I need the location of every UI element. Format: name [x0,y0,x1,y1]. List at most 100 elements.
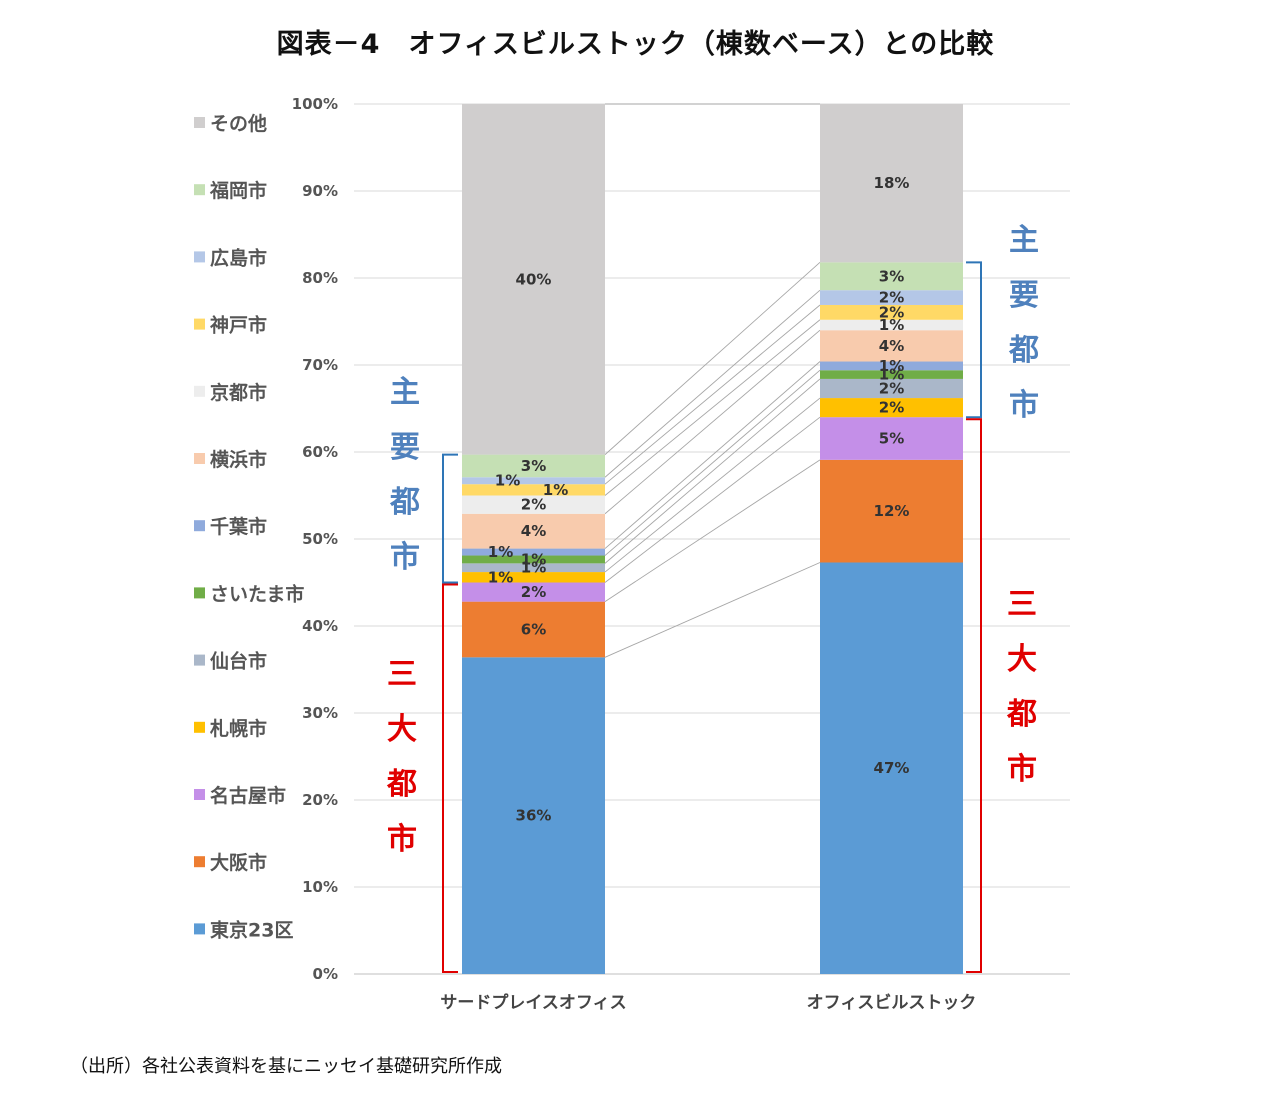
bar-segment [462,548,605,556]
legend-label: 京都市 [210,381,267,404]
y-axis-ticks: 0% 10% 20% 30% 40% 50% 60% 70% 80% 90% 100% [292,95,338,983]
data-label: 2% [521,583,546,601]
legend-label: 福岡市 [209,179,267,202]
major-cities-label: 主 [390,375,420,410]
legend-label: 東京23区 [210,918,293,941]
bars [462,104,963,974]
bar-segment [462,572,605,583]
legend-swatch [194,453,205,464]
data-label: 2% [879,289,904,307]
connector-line [604,304,821,485]
bar-segment [462,454,605,478]
data-label: 1% [495,472,520,490]
bar-segment [462,104,605,455]
data-label: 2% [879,399,904,417]
bar-segment [820,104,963,263]
data-label: 6% [521,620,546,638]
three-cities-label: 大 [1007,642,1037,677]
data-label: 1% [879,316,904,334]
bar-segment [462,513,605,549]
legend-label: その他 [210,112,267,135]
connector-lines [604,103,821,658]
x-axis-categories: サードプレイスオフィス オフィスビルストック [440,992,976,1013]
major-cities-label: 要 [390,430,420,465]
data-label: 4% [879,337,904,355]
legend-label: さいたま市 [210,582,304,605]
data-label: 2% [521,496,546,514]
data-label: 5% [879,430,904,448]
connector-line [604,459,821,603]
y-tick-label: 90% [302,182,338,200]
major-cities-bracket [966,261,982,419]
bar-segment [820,370,963,379]
data-label: 4% [521,522,546,540]
legend-label: 仙台市 [210,650,267,673]
bar-segment [820,290,963,305]
data-label: 1% [488,543,513,561]
legend-swatch [194,654,205,666]
legend: その他福岡市広島市神戸市京都市横浜市千葉市さいたま市仙台市札幌市名古屋市大阪市東… [194,112,304,941]
y-tick-label: 60% [302,443,338,461]
legend-label: 神戸市 [210,314,267,337]
data-label: 1% [543,481,568,499]
legend-swatch [194,587,205,599]
connector-line [604,562,821,658]
three-cities-label: 三 [1007,587,1037,622]
bar-segment [820,319,963,331]
bar-segment [820,330,963,362]
bar-segment [462,555,605,564]
data-label: 1% [879,366,904,384]
major-cities-label: 都 [1008,333,1039,368]
data-label: 36% [516,807,552,825]
data-label: 40% [516,270,552,288]
y-tick-label: 20% [302,791,338,809]
data-label: 1% [521,559,546,577]
legend-swatch [194,856,205,868]
data-label: 12% [874,502,910,520]
data-label: 47% [874,759,910,777]
major-cities-label: 市 [1009,388,1039,423]
source-note: （出所）各社公表資料を基にニッセイ基礎研究所作成 [70,1056,502,1077]
legend-label: 大阪市 [210,851,267,874]
bar-segment [820,378,963,399]
data-labels: 36%6%2%1%1%1%1%4%2%1%1%3%40%47%12%5%2%2%… [488,174,910,824]
legend-swatch [194,923,205,935]
bar-segment [462,484,605,496]
y-tick-label: 0% [313,965,338,983]
bar-segment [462,657,605,974]
y-tick-label: 50% [302,530,338,548]
connector-line [604,262,821,455]
bar-segment [462,477,605,485]
connector-line [604,319,821,496]
bar-segment [462,495,605,514]
connector-line [604,397,821,573]
legend-label: 千葉市 [210,515,267,538]
data-label: 18% [874,174,910,192]
data-label: 1% [521,550,546,568]
legend-swatch [194,520,205,532]
data-label: 1% [879,357,904,375]
y-tick-label: 40% [302,617,338,635]
legend-label: 札幌市 [209,717,267,740]
legend-label: 横浜市 [210,448,267,471]
bar-segment [820,562,963,974]
three-cities-bracket [442,583,458,973]
chart-title: 図表－4 オフィスビルストック（棟数ベース）との比較 [276,29,995,60]
connector-line [604,289,821,478]
three-cities-label: 三 [387,657,417,692]
legend-swatch [194,721,205,733]
y-tick-label: 100% [292,95,338,113]
data-label: 1% [488,568,513,586]
legend-label: 広島市 [210,246,267,269]
bar-segment [462,582,605,602]
legend-label: 名古屋市 [210,784,286,807]
connector-line [604,361,821,549]
three-cities-label: 市 [1007,752,1037,787]
connector-line [604,329,821,515]
bar-segment [462,563,605,573]
data-label: 3% [879,267,904,285]
connector-line [604,416,821,583]
y-tick-label: 80% [302,269,338,287]
